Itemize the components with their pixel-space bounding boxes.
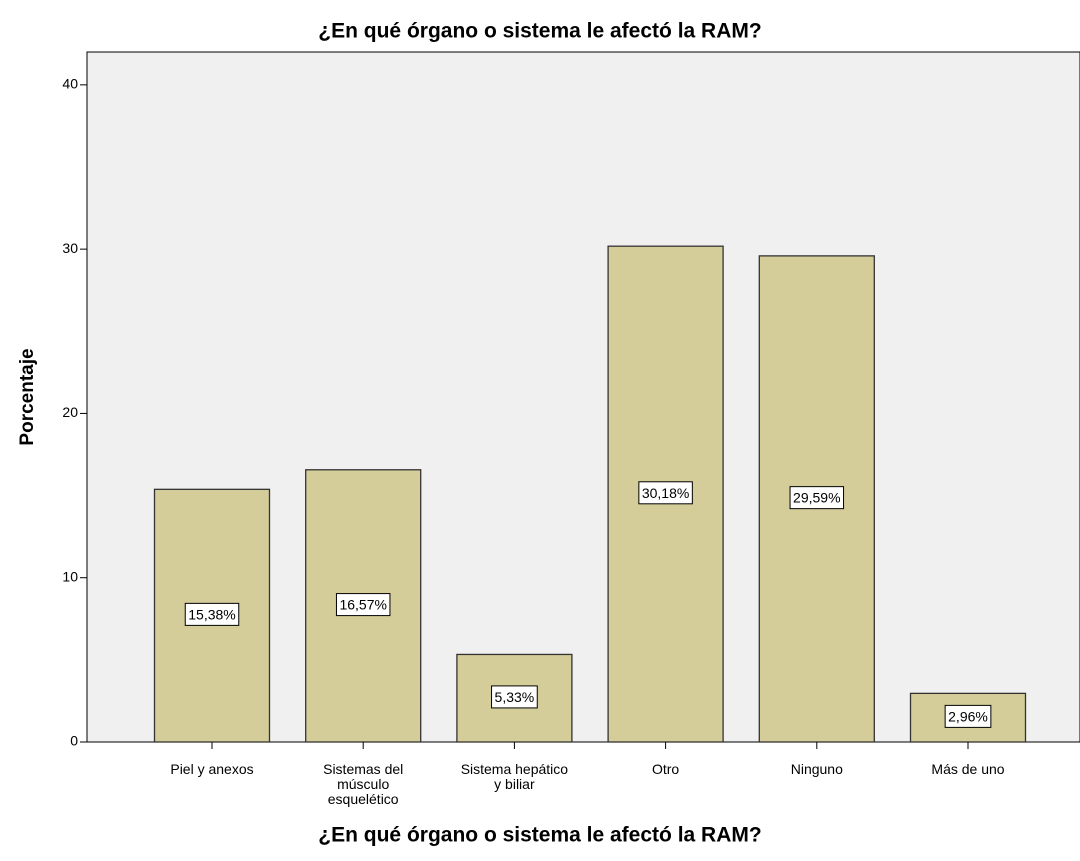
y-axis-title: Porcentaje <box>17 348 38 445</box>
x-tick-label: Ninguno <box>790 761 843 777</box>
y-tick-label: 0 <box>70 733 78 749</box>
value-label: 2,96% <box>948 708 988 724</box>
value-label-box <box>184 602 240 626</box>
value-label-box <box>491 685 538 709</box>
x-tick-label: Más de uno <box>931 761 1005 777</box>
y-tick-label: 30 <box>62 240 78 256</box>
x-tick-label: Piel y anexos <box>170 761 254 777</box>
y-tick-label: 40 <box>62 76 78 92</box>
value-label: 5,33% <box>495 689 535 705</box>
value-label: 15,38% <box>188 606 235 622</box>
x-tick-label: Otro <box>651 761 680 777</box>
value-label: 16,57% <box>339 597 386 613</box>
chart-title: ¿En qué órgano o sistema le afectó la RA… <box>318 20 761 43</box>
x-tick-label: Sistema hepático y biliar <box>460 761 569 792</box>
value-label-box <box>789 486 845 510</box>
value-label-box <box>335 593 391 617</box>
value-label-box <box>638 481 693 505</box>
x-axis-title: ¿En qué órgano o sistema le afectó la RA… <box>318 824 761 847</box>
value-label: 29,59% <box>793 490 840 506</box>
y-tick-label: 10 <box>62 568 78 584</box>
value-label-box <box>944 704 992 728</box>
value-label: 30,18% <box>642 485 689 501</box>
x-tick-label: Sistemas del músculo esquelético <box>323 761 404 807</box>
y-tick-label: 20 <box>62 404 78 420</box>
